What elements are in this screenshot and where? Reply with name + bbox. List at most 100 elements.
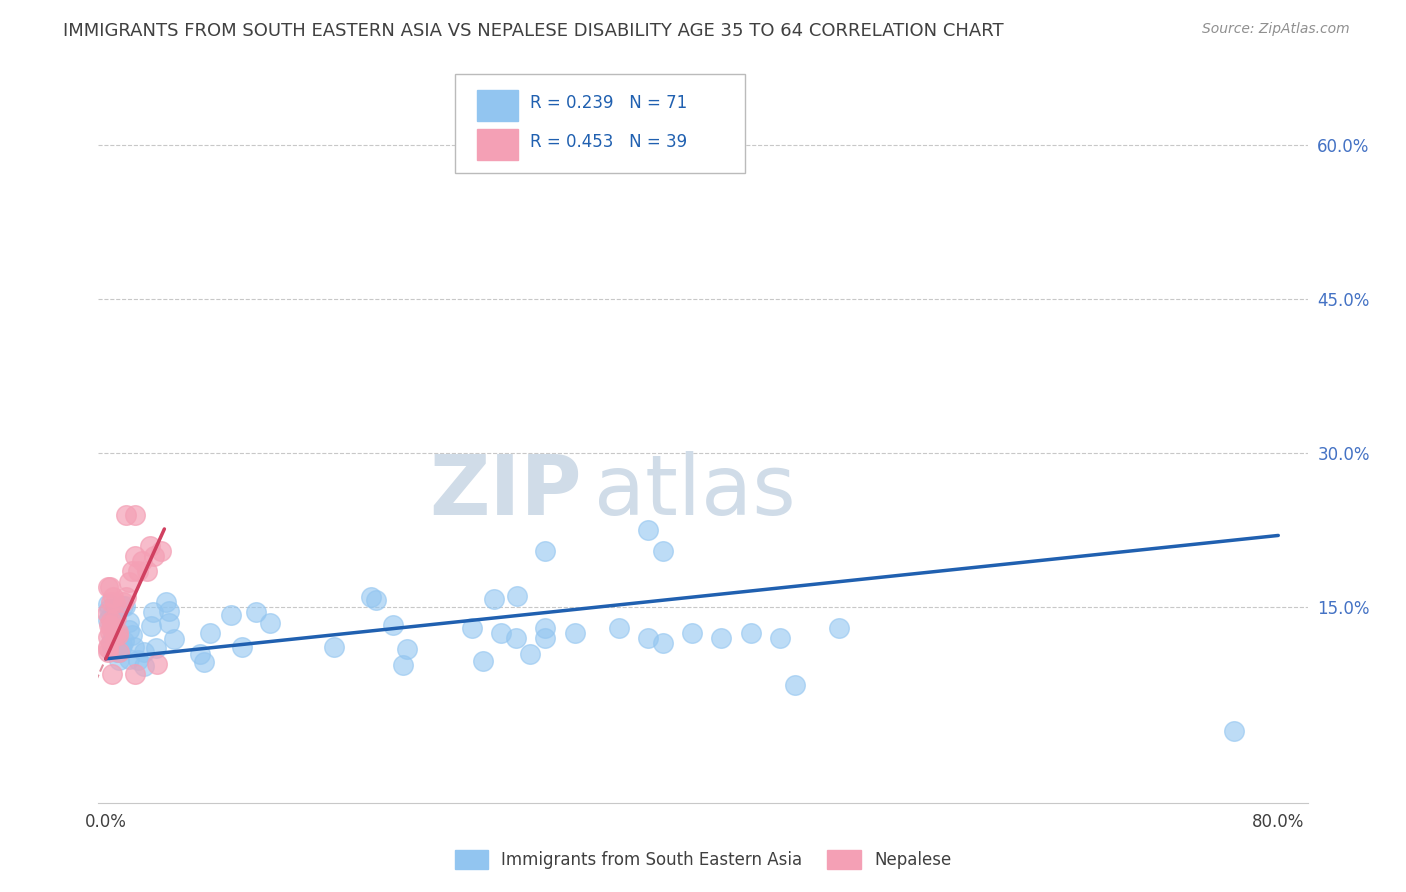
Point (97, 645, 120, 659)
Point (105, 600, 128, 615)
Point (118, 623, 141, 637)
Point (104, 596, 127, 610)
Point (124, 667, 146, 681)
Point (607, 621, 630, 635)
Point (100, 632, 122, 647)
Point (97, 618, 120, 632)
Point (491, 626, 513, 640)
Point (98, 580, 121, 594)
Point (134, 645, 156, 659)
Point (134, 658, 156, 673)
Point (107, 624, 129, 639)
FancyBboxPatch shape (456, 73, 745, 173)
Point (157, 604, 180, 618)
Point (740, 626, 762, 640)
Point (188, 648, 211, 662)
Point (519, 647, 541, 661)
Point (101, 590, 124, 604)
Point (471, 654, 494, 668)
Point (118, 574, 141, 589)
Point (143, 549, 166, 563)
Point (121, 628, 143, 642)
Point (382, 618, 405, 632)
Point (121, 565, 143, 579)
Point (769, 632, 792, 646)
Point (506, 590, 529, 604)
Point (827, 621, 849, 635)
Text: Source: ZipAtlas.com: Source: ZipAtlas.com (1202, 22, 1350, 37)
Point (231, 640, 253, 654)
Point (534, 621, 557, 635)
Point (124, 508, 146, 522)
Point (98, 602, 121, 616)
Point (505, 632, 527, 646)
Point (259, 615, 281, 630)
Text: R = 0.239   N = 71: R = 0.239 N = 71 (530, 95, 688, 112)
Point (97, 581, 120, 595)
Point (118, 615, 141, 629)
Point (122, 640, 145, 655)
Text: atlas: atlas (595, 451, 796, 533)
Point (484, 592, 506, 607)
Point (110, 641, 132, 656)
Point (108, 653, 131, 667)
Point (138, 539, 160, 553)
Point (637, 632, 659, 646)
FancyBboxPatch shape (477, 90, 517, 121)
Point (101, 639, 124, 653)
Point (710, 632, 733, 646)
Point (97, 597, 120, 611)
Point (118, 652, 141, 666)
Point (100, 595, 122, 609)
Point (104, 611, 127, 625)
Point (364, 593, 387, 607)
Point (107, 628, 129, 642)
Point (131, 554, 153, 568)
Point (100, 609, 122, 624)
Point (637, 524, 659, 538)
Text: R = 0.453   N = 39: R = 0.453 N = 39 (530, 133, 688, 151)
Point (150, 544, 173, 558)
Point (97, 613, 120, 627)
Point (100, 614, 122, 628)
Point (245, 605, 267, 619)
Point (115, 508, 138, 522)
Legend: Immigrants from South Eastern Asia, Nepalese: Immigrants from South Eastern Asia, Nepa… (449, 843, 957, 876)
Point (104, 629, 127, 643)
Point (124, 549, 146, 563)
Point (146, 657, 169, 671)
Point (155, 595, 177, 609)
Point (108, 645, 131, 659)
Point (111, 638, 134, 652)
Point (97, 640, 120, 654)
Point (1223, 723, 1246, 738)
Point (97, 640, 120, 655)
Point (395, 642, 418, 657)
Point (96, 606, 118, 620)
Point (107, 633, 129, 648)
Point (534, 632, 557, 646)
Point (163, 632, 186, 646)
Point (135, 565, 157, 579)
Point (100, 636, 122, 650)
Point (112, 595, 135, 609)
Point (105, 645, 128, 659)
Point (100, 667, 122, 681)
Point (193, 655, 215, 669)
Point (564, 626, 586, 640)
Point (101, 641, 124, 656)
Point (100, 621, 122, 635)
FancyBboxPatch shape (477, 129, 517, 161)
Point (322, 640, 344, 655)
Point (221, 607, 243, 622)
Point (360, 590, 382, 604)
Point (651, 636, 673, 650)
Point (141, 619, 163, 633)
Text: IMMIGRANTS FROM SOUTH EASTERN ASIA VS NEPALESE DISABILITY AGE 35 TO 64 CORRELATI: IMMIGRANTS FROM SOUTH EASTERN ASIA VS NE… (63, 22, 1004, 40)
Point (97, 630, 120, 644)
Point (112, 634, 135, 648)
Point (783, 677, 806, 691)
Point (127, 565, 149, 579)
Point (534, 544, 557, 558)
Point (115, 590, 138, 604)
